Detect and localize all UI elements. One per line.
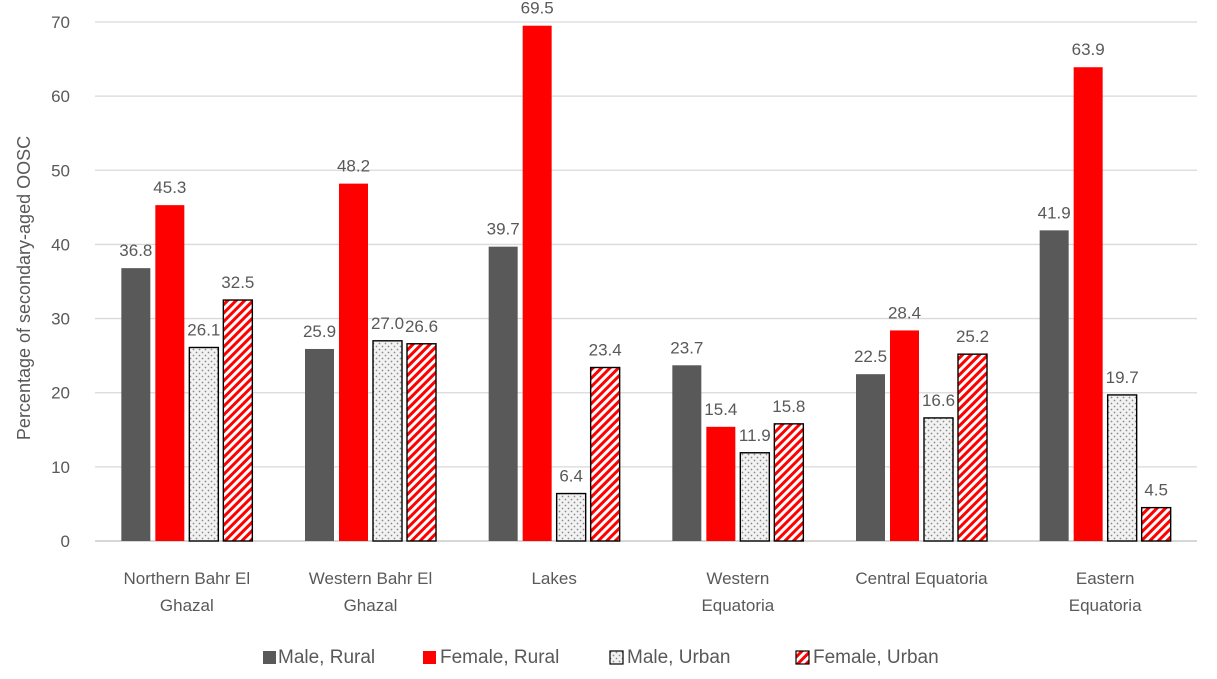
legend-swatch [263, 651, 276, 664]
legend-swatch [795, 650, 810, 665]
legend: Male, Rural Female, Rural Male, Urban Femal… [263, 647, 939, 668]
data-label: 27.0 [371, 314, 404, 333]
legend-label: Female, Urban [813, 647, 939, 668]
bar-male-urban [188, 346, 220, 542]
bar-female-urban [773, 423, 805, 542]
category-label: Western [706, 569, 769, 588]
bar-male-urban [923, 417, 954, 542]
bar-female-urban [406, 343, 437, 542]
data-label: 15.8 [772, 397, 805, 416]
bar-female-rural [890, 330, 919, 541]
bar-female-rural [1073, 67, 1103, 541]
bars [121, 25, 1172, 542]
y-tick-label: 20 [51, 384, 70, 403]
category-label: Ghazal [160, 596, 214, 615]
bar-female-urban [957, 353, 988, 542]
legend-swatch [609, 650, 624, 665]
bar-female-rural [155, 205, 185, 541]
data-label: 32.5 [221, 273, 254, 292]
y-tick-label: 30 [51, 310, 70, 329]
data-label: 26.1 [187, 320, 220, 339]
legend-label: Male, Rural [278, 647, 375, 668]
y-tick-label: 60 [51, 87, 70, 106]
y-tick-label: 40 [51, 235, 70, 254]
data-label: 19.7 [1106, 368, 1139, 387]
y-tick-label: 50 [51, 161, 70, 180]
category-label: Equatoria [1069, 596, 1142, 615]
category-label: Western Bahr El [309, 569, 432, 588]
bar-male-rural [121, 268, 151, 541]
data-labels: 36.8 45.3 26.1 32.5 25.9 48.2 27.0 26.6 39.7 69.5… [119, 0, 1168, 500]
data-label: 39.7 [487, 220, 520, 239]
bar-male-rural [856, 374, 885, 541]
bar-male-urban [372, 340, 403, 542]
legend-label: Male, Urban [627, 647, 731, 668]
bar-male-rural [305, 348, 334, 541]
bar-female-urban [589, 366, 621, 542]
category-label: Ghazal [344, 596, 398, 615]
data-label: 26.6 [405, 317, 438, 336]
data-label: 4.5 [1144, 481, 1168, 500]
legend-swatch [423, 651, 436, 664]
data-label: 45.3 [153, 178, 186, 197]
bar-female-urban [222, 299, 254, 542]
data-label: 25.2 [956, 327, 989, 346]
bar-female-rural [522, 25, 552, 541]
y-tick-label: 10 [51, 458, 70, 477]
data-label: 25.9 [303, 322, 336, 341]
bar-male-urban [739, 452, 771, 542]
data-label: 16.6 [922, 391, 955, 410]
gridlines [95, 21, 1197, 542]
data-label: 6.4 [559, 467, 583, 486]
data-label: 15.4 [704, 400, 737, 419]
bar-male-urban [1106, 394, 1138, 542]
data-label: 23.7 [670, 338, 703, 357]
legend-label: Female, Rural [440, 647, 559, 668]
x-axis-categories: Northern Bahr El Ghazal Western Bahr El Gha… [124, 569, 1143, 615]
data-label: 69.5 [521, 0, 554, 18]
category-label: Lakes [531, 569, 576, 588]
data-label: 41.9 [1038, 203, 1071, 222]
y-tick-label: 0 [61, 532, 70, 551]
category-label: Central Equatoria [855, 569, 988, 588]
bar-male-rural [1039, 230, 1069, 541]
y-axis-ticks: 0 10 20 30 40 50 60 70 [51, 13, 70, 551]
bar-female-rural [706, 426, 736, 541]
category-label: Northern Bahr El [124, 569, 251, 588]
y-axis-label: Percentage of secondary-aged OOSC [14, 136, 34, 440]
bar-female-rural [339, 183, 368, 542]
data-label: 36.8 [119, 241, 152, 260]
bar-male-rural [672, 365, 702, 541]
data-label: 28.4 [888, 303, 921, 322]
bar-male-rural [488, 246, 518, 541]
data-label: 22.5 [854, 347, 887, 366]
category-label: Equatoria [701, 596, 774, 615]
y-tick-label: 70 [51, 13, 70, 32]
data-label: 48.2 [337, 157, 370, 176]
data-label: 11.9 [739, 426, 771, 445]
category-label: Eastern [1076, 569, 1135, 588]
data-label: 23.4 [589, 341, 622, 360]
data-label: 63.9 [1072, 40, 1105, 59]
bar-male-urban [555, 492, 587, 542]
bar-female-urban [1140, 506, 1172, 542]
